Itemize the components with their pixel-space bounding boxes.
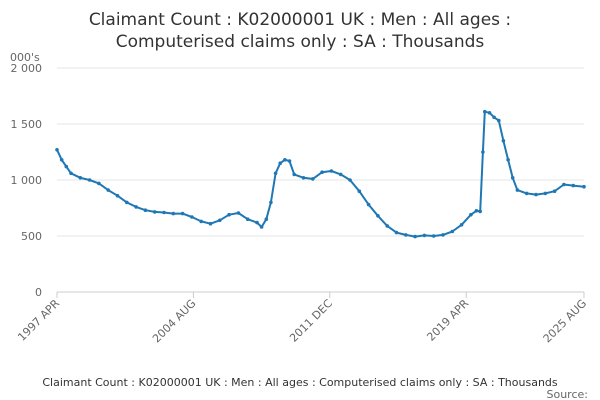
data-point (59, 158, 64, 162)
y-tick-label: 500 (21, 230, 42, 243)
data-point (534, 192, 538, 197)
data-point (492, 115, 496, 120)
data-point (571, 183, 575, 188)
data-point (515, 188, 520, 192)
data-point (283, 158, 287, 162)
data-point (190, 215, 194, 219)
data-point (474, 209, 479, 213)
data-point (543, 191, 548, 196)
data-point (273, 171, 278, 176)
data-point (55, 148, 59, 152)
data-point (78, 176, 83, 180)
data-point (301, 176, 306, 180)
data-point (385, 224, 390, 228)
data-point (106, 188, 110, 192)
data-point (134, 205, 138, 209)
y-tick-label: 1 000 (11, 174, 43, 187)
data-point (450, 229, 455, 234)
data-point (278, 161, 283, 165)
data-point (245, 217, 250, 221)
data-point (338, 172, 343, 177)
chart-footer: Claimant Count : K02000001 UK : Men : Al… (42, 376, 558, 389)
data-point (329, 169, 334, 173)
data-point (255, 220, 259, 225)
data-point (552, 189, 557, 193)
data-point (487, 111, 492, 115)
data-point (366, 202, 371, 207)
data-point (394, 230, 399, 235)
gridlines (57, 67, 584, 293)
data-point (97, 181, 101, 186)
data-point (264, 217, 269, 221)
x-tick-label: 2025 AUG (541, 297, 590, 346)
data-point (459, 223, 464, 227)
data-point (469, 212, 473, 217)
data-point (115, 193, 120, 198)
y-tick-labels: 0 500 1 000 1 500 2 000 (11, 62, 43, 299)
data-point (422, 233, 427, 238)
data-point (413, 234, 417, 239)
data-point (524, 191, 529, 196)
data-point (292, 172, 297, 177)
x-tick-label: 1997 APR (15, 297, 62, 344)
series-group (55, 109, 586, 239)
data-point (199, 219, 203, 224)
data-point (431, 234, 436, 238)
data-point (376, 214, 380, 218)
chart-source: Source: (547, 388, 589, 400)
y-tick-label: 2 000 (11, 62, 43, 75)
data-point (162, 210, 166, 215)
data-point (481, 150, 485, 154)
y-tick-label: 0 (35, 286, 42, 299)
y-tick-label: 1 500 (11, 118, 43, 131)
y-axis-label: 000's (10, 51, 40, 64)
data-point (510, 176, 515, 180)
data-point (87, 178, 92, 182)
data-point (501, 139, 506, 143)
chart-title-line2: Computerised claims only : SA : Thousand… (116, 32, 485, 52)
x-tick-label: 2019 APR (424, 297, 471, 344)
data-point (269, 200, 273, 205)
data-point (208, 221, 213, 226)
x-tick-label: 2011 DEC (287, 297, 335, 345)
data-point (497, 118, 501, 123)
data-point (506, 158, 510, 162)
data-point (125, 200, 129, 205)
data-point (348, 178, 352, 182)
data-point (441, 233, 445, 237)
data-point (236, 211, 241, 215)
data-point (218, 218, 222, 223)
data-point (143, 208, 148, 212)
data-point (287, 159, 292, 163)
data-point (171, 211, 176, 216)
data-point (227, 212, 231, 217)
data-point (483, 109, 487, 114)
data-point (311, 177, 315, 181)
data-point (562, 182, 566, 187)
data-point (180, 211, 185, 216)
series-line (56, 110, 585, 238)
chart-title-line1: Claimant Count : K02000001 UK : Men : Al… (89, 10, 511, 30)
x-tick-labels: 1997 APR 2004 AUG 2011 DEC 2019 APR 2025 AUG (15, 292, 589, 345)
data-point (259, 225, 264, 229)
data-point (320, 170, 324, 174)
data-point (69, 171, 73, 176)
data-point (404, 233, 408, 237)
data-point (478, 209, 483, 214)
data-point (357, 189, 362, 193)
data-point (152, 210, 157, 214)
x-tick-label: 2004 AUG (150, 297, 199, 346)
data-point (582, 184, 586, 189)
data-point (64, 164, 69, 169)
